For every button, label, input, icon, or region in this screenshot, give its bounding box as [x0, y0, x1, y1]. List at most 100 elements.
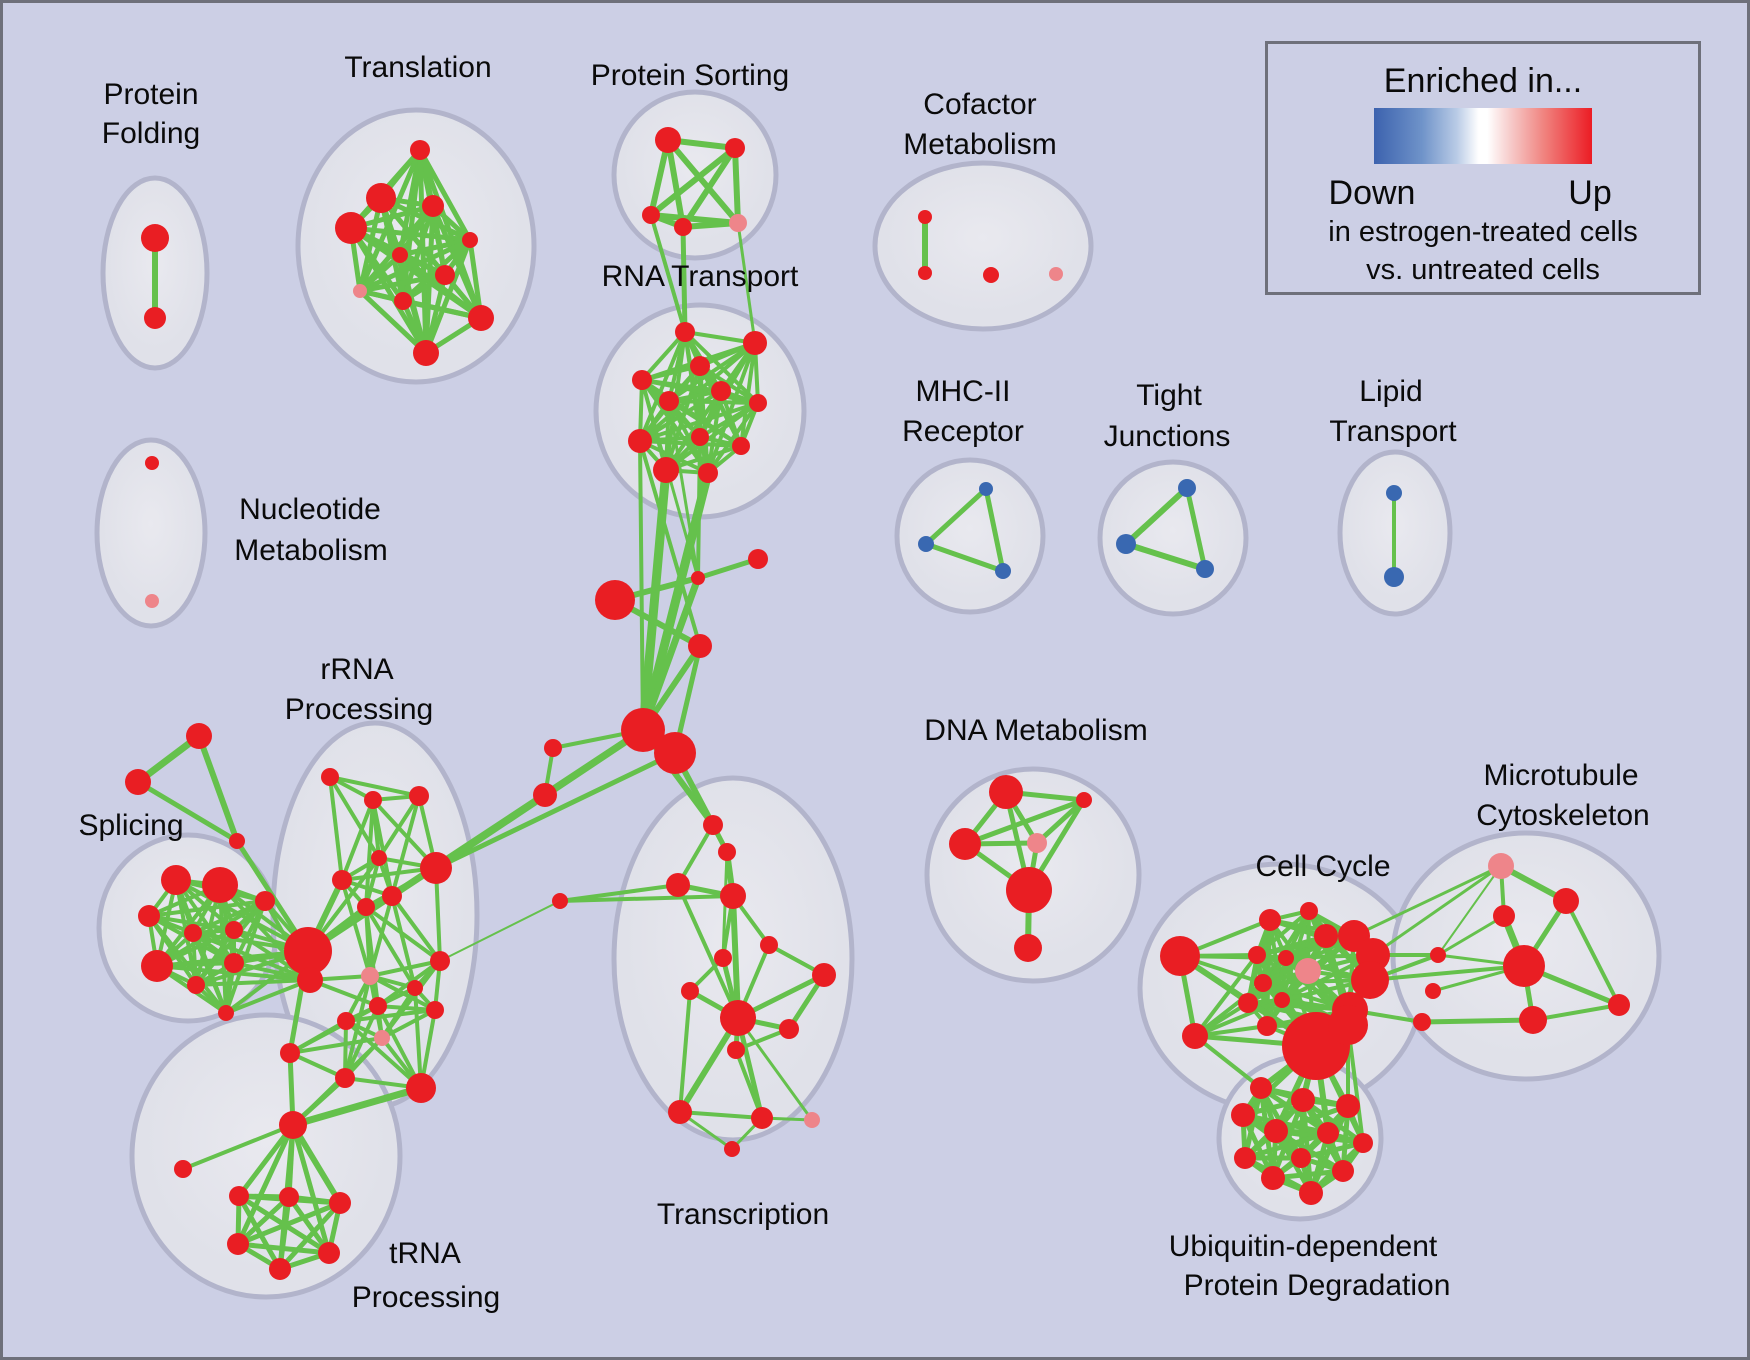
- gene-set-node-33[interactable]: [1049, 267, 1063, 281]
- gene-set-node-14[interactable]: [725, 138, 745, 158]
- gene-set-node-146[interactable]: [1264, 1119, 1288, 1143]
- gene-set-node-118[interactable]: [1314, 924, 1338, 948]
- gene-set-node-43[interactable]: [145, 594, 159, 608]
- gene-set-node-76[interactable]: [361, 967, 379, 985]
- gene-set-node-16[interactable]: [674, 218, 692, 236]
- gene-set-node-32[interactable]: [983, 267, 999, 283]
- gene-set-node-13[interactable]: [655, 127, 681, 153]
- gene-set-node-37[interactable]: [1178, 479, 1196, 497]
- gene-set-node-133[interactable]: [1488, 853, 1514, 879]
- gene-set-node-109[interactable]: [989, 775, 1023, 809]
- gene-set-node-113[interactable]: [1006, 867, 1052, 913]
- gene-set-node-105[interactable]: [668, 1100, 692, 1124]
- gene-set-node-47[interactable]: [688, 634, 712, 658]
- gene-set-node-6[interactable]: [462, 232, 478, 248]
- gene-set-node-12[interactable]: [413, 340, 439, 366]
- gene-set-node-26[interactable]: [628, 429, 652, 453]
- gene-set-node-141[interactable]: [1413, 1013, 1431, 1031]
- gene-set-node-56[interactable]: [138, 905, 160, 927]
- gene-set-node-66[interactable]: [125, 769, 151, 795]
- gene-set-node-148[interactable]: [1353, 1133, 1373, 1153]
- gene-set-node-72[interactable]: [332, 870, 352, 890]
- gene-set-node-40[interactable]: [1386, 485, 1402, 501]
- gene-set-node-153[interactable]: [1299, 1181, 1323, 1205]
- gene-set-node-28[interactable]: [653, 457, 679, 483]
- gene-set-node-145[interactable]: [1231, 1103, 1255, 1127]
- gene-set-node-71[interactable]: [371, 850, 387, 866]
- gene-set-node-150[interactable]: [1291, 1148, 1311, 1168]
- gene-set-node-19[interactable]: [743, 331, 767, 355]
- gene-set-node-117[interactable]: [1300, 902, 1318, 920]
- gene-set-node-60[interactable]: [187, 976, 205, 994]
- gene-set-node-137[interactable]: [1519, 1006, 1547, 1034]
- gene-set-node-38[interactable]: [1116, 534, 1136, 554]
- gene-set-node-108[interactable]: [724, 1141, 740, 1157]
- gene-set-node-135[interactable]: [1493, 905, 1515, 927]
- gene-set-node-82[interactable]: [374, 1030, 390, 1046]
- gene-set-node-90[interactable]: [329, 1192, 351, 1214]
- gene-set-node-81[interactable]: [337, 1012, 355, 1030]
- gene-set-node-64[interactable]: [297, 967, 323, 993]
- gene-set-node-138[interactable]: [1608, 994, 1630, 1016]
- gene-set-node-48[interactable]: [621, 708, 665, 752]
- gene-set-node-80[interactable]: [426, 1001, 444, 1019]
- gene-set-node-89[interactable]: [279, 1187, 299, 1207]
- gene-set-node-68[interactable]: [321, 768, 339, 786]
- gene-set-node-75[interactable]: [420, 852, 452, 884]
- gene-set-node-104[interactable]: [727, 1041, 745, 1059]
- gene-set-node-1[interactable]: [144, 307, 166, 329]
- gene-set-node-149[interactable]: [1234, 1147, 1256, 1169]
- gene-set-node-107[interactable]: [804, 1112, 820, 1128]
- gene-set-node-136[interactable]: [1503, 945, 1545, 987]
- gene-set-node-69[interactable]: [364, 791, 382, 809]
- gene-set-node-147[interactable]: [1317, 1122, 1339, 1144]
- gene-set-node-54[interactable]: [202, 867, 238, 903]
- gene-set-node-73[interactable]: [357, 898, 375, 916]
- gene-set-node-36[interactable]: [995, 563, 1011, 579]
- gene-set-node-100[interactable]: [812, 963, 836, 987]
- gene-set-node-49[interactable]: [654, 732, 696, 774]
- gene-set-node-88[interactable]: [229, 1186, 249, 1206]
- gene-set-node-95[interactable]: [718, 843, 736, 861]
- gene-set-node-151[interactable]: [1332, 1160, 1354, 1182]
- gene-set-node-110[interactable]: [1076, 792, 1092, 808]
- gene-set-node-78[interactable]: [407, 980, 423, 996]
- gene-set-node-17[interactable]: [729, 214, 747, 232]
- gene-set-node-29[interactable]: [698, 463, 718, 483]
- gene-set-node-58[interactable]: [225, 921, 243, 939]
- gene-set-node-45[interactable]: [748, 549, 768, 569]
- gene-set-node-86[interactable]: [279, 1111, 307, 1139]
- gene-set-node-65[interactable]: [186, 723, 212, 749]
- gene-set-node-84[interactable]: [406, 1073, 436, 1103]
- gene-set-node-67[interactable]: [229, 833, 245, 849]
- gene-set-node-27[interactable]: [732, 437, 750, 455]
- gene-set-node-124[interactable]: [1254, 974, 1272, 992]
- gene-set-node-35[interactable]: [918, 536, 934, 552]
- gene-set-node-57[interactable]: [184, 924, 202, 942]
- gene-set-node-59[interactable]: [141, 950, 173, 982]
- gene-set-node-140[interactable]: [1425, 983, 1441, 999]
- gene-set-node-122[interactable]: [1278, 950, 1294, 966]
- gene-set-node-21[interactable]: [632, 370, 652, 390]
- gene-set-node-116[interactable]: [1259, 909, 1281, 931]
- gene-set-node-5[interactable]: [335, 212, 367, 244]
- gene-set-node-4[interactable]: [422, 195, 444, 217]
- gene-set-node-7[interactable]: [392, 247, 408, 263]
- gene-set-node-46[interactable]: [595, 580, 635, 620]
- gene-set-node-22[interactable]: [711, 381, 731, 401]
- gene-set-node-144[interactable]: [1336, 1094, 1360, 1118]
- gene-set-node-20[interactable]: [690, 356, 710, 376]
- gene-set-node-8[interactable]: [435, 265, 455, 285]
- gene-set-node-142[interactable]: [1250, 1077, 1272, 1099]
- gene-set-node-25[interactable]: [691, 428, 709, 446]
- gene-set-node-132[interactable]: [1328, 1005, 1368, 1045]
- gene-set-node-93[interactable]: [269, 1258, 291, 1280]
- gene-set-node-101[interactable]: [681, 982, 699, 1000]
- gene-set-node-50[interactable]: [544, 739, 562, 757]
- gene-set-node-51[interactable]: [552, 893, 568, 909]
- gene-set-node-63[interactable]: [284, 927, 332, 975]
- gene-set-node-52[interactable]: [533, 783, 557, 807]
- gene-set-node-10[interactable]: [394, 292, 412, 310]
- gene-set-node-24[interactable]: [749, 394, 767, 412]
- gene-set-node-106[interactable]: [751, 1107, 773, 1129]
